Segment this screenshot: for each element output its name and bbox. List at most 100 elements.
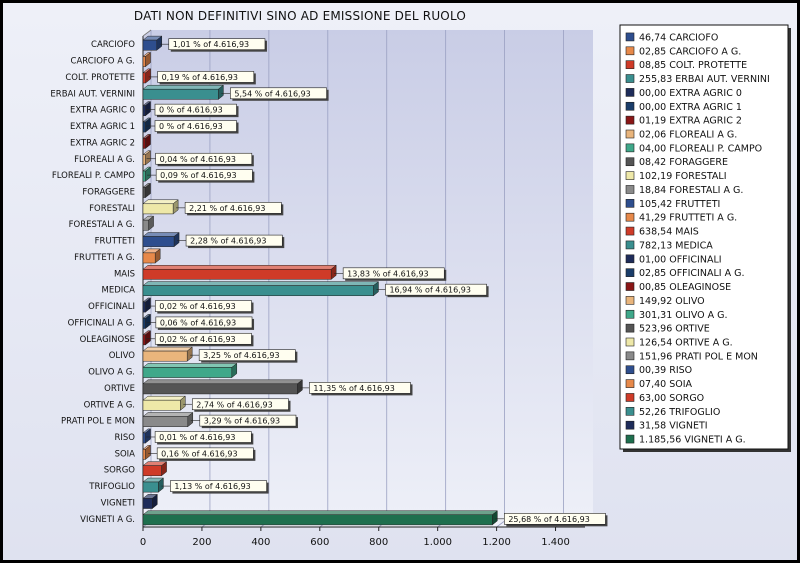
legend-swatch xyxy=(625,434,635,444)
legend-swatch xyxy=(625,379,635,388)
legend-entry: 02,85 CARCIOFO A G. xyxy=(639,46,741,57)
legend-swatch xyxy=(625,240,635,250)
legend-entry: 782,13 MEDICA xyxy=(639,240,713,251)
data-label-box xyxy=(155,169,253,181)
data-label: 0 % of 4.616,93 xyxy=(159,122,223,131)
legend-swatch xyxy=(625,323,635,333)
legend-entry: 102,19 FORESTALI xyxy=(639,171,727,182)
category-label: OFFICINALI A G. xyxy=(68,318,135,328)
data-label-box xyxy=(155,316,253,329)
x-tick-label: 1.000 xyxy=(423,537,452,548)
data-label-box xyxy=(157,71,255,83)
legend-entry: 63,00 SORGO xyxy=(639,393,704,404)
bar-top xyxy=(142,363,238,368)
bar xyxy=(142,416,189,427)
legend-entry: 41,29 FRUTTETI A G. xyxy=(639,213,737,224)
bar xyxy=(142,268,332,280)
legend-entry: 18,84 FORESTALI A G. xyxy=(639,185,743,196)
bar-top xyxy=(142,281,380,286)
bar xyxy=(142,367,233,378)
data-label: 0,04 % of 4.616,93 xyxy=(160,155,236,164)
legend-swatch xyxy=(625,157,635,167)
bar-top xyxy=(142,199,179,205)
bar xyxy=(142,318,146,329)
data-label: 13,83 % of 4.616,93 xyxy=(347,269,428,278)
bar xyxy=(142,383,298,395)
data-label-box xyxy=(184,202,282,214)
data-label: 0,16 % of 4.616,93 xyxy=(161,449,237,458)
bar xyxy=(142,432,146,444)
category-label: OFFICINALI xyxy=(88,302,135,312)
legend-swatch xyxy=(625,32,635,42)
data-label-box xyxy=(168,38,266,50)
data-label-box xyxy=(154,120,237,132)
data-label: 0 % of 4.616,93 xyxy=(159,106,223,115)
legend-entry: 31,58 VIGNETI xyxy=(639,421,708,432)
bar xyxy=(142,449,146,460)
legend-entry: 105,42 FRUTTETI xyxy=(639,199,720,210)
data-label: 3,29 % of 4.616,93 xyxy=(204,417,280,426)
bar-top xyxy=(142,264,337,270)
data-label-box xyxy=(155,152,253,165)
legend-entry: 02,85 OFFICINALI A G. xyxy=(639,268,744,279)
data-label: 0,01 % of 4.616,93 xyxy=(159,433,235,442)
legend-entry: 1.185,56 VIGNETI A G. xyxy=(639,435,746,446)
data-label-box xyxy=(198,349,296,361)
legend-swatch xyxy=(625,296,635,305)
bar xyxy=(142,170,146,182)
legend-swatch xyxy=(625,365,635,375)
category-label: FORAGGERE xyxy=(82,187,135,197)
data-label-box xyxy=(191,398,289,411)
category-label: FLOREALI A G. xyxy=(74,155,135,165)
legend-entry: 126,54 ORTIVE A G. xyxy=(639,338,733,349)
legend-swatch xyxy=(625,46,635,56)
bar xyxy=(142,514,493,526)
category-label: MEDICA xyxy=(101,286,135,296)
legend-entry: 02,06 FLOREALI A G. xyxy=(639,130,737,141)
category-label: EXTRA AGRIC 0 xyxy=(70,106,135,116)
data-label-box xyxy=(154,103,237,116)
category-label: FRUTTETI A G. xyxy=(74,253,135,263)
legend-entry: 00,00 EXTRA AGRIC 1 xyxy=(639,102,742,113)
data-label-box xyxy=(170,480,267,492)
axis-depth xyxy=(142,29,152,37)
category-label: RISO xyxy=(115,433,136,443)
legend-swatch xyxy=(625,420,635,430)
legend-swatch xyxy=(625,337,635,347)
chart-title: DATI NON DEFINITIVI SINO AD EMISSIONE DE… xyxy=(133,9,467,23)
x-tick-label: 600 xyxy=(310,537,329,548)
x-tick-label: 400 xyxy=(251,537,270,548)
x-tick-label: 800 xyxy=(369,537,388,548)
bar-top xyxy=(142,395,186,401)
bar xyxy=(142,252,156,264)
legend-entry: 151,96 PRATI POL E MON xyxy=(639,351,758,362)
legend-entry: 301,31 OLIVO A G. xyxy=(639,310,728,321)
legend-swatch xyxy=(625,226,635,236)
bar xyxy=(142,121,146,133)
data-label: 0,06 % of 4.616,93 xyxy=(160,318,236,327)
data-label: 2,74 % of 4.616,93 xyxy=(196,400,272,409)
x-tick-label: 0 xyxy=(140,537,146,548)
legend-swatch xyxy=(625,407,635,416)
category-label: EXTRA AGRIC 2 xyxy=(70,138,135,148)
data-label: 5,54 % of 4.616,93 xyxy=(234,89,310,98)
category-label: COLT. PROTETTE xyxy=(65,73,135,83)
category-label: FLOREALI P. CAMPO xyxy=(52,171,135,181)
legend-swatch xyxy=(625,309,635,319)
x-tick-label: 1.200 xyxy=(482,537,511,548)
bar xyxy=(142,154,146,166)
bar xyxy=(142,138,146,149)
data-label: 0,19 % of 4.616,93 xyxy=(162,73,238,82)
bar-top xyxy=(142,379,304,385)
bar xyxy=(142,285,374,297)
bar-top xyxy=(142,346,193,352)
legend-swatch xyxy=(625,129,635,139)
legend-swatch xyxy=(625,185,635,194)
legend-entry: 149,92 OLIVO xyxy=(639,296,705,307)
data-label: 25,68 % of 4.616,93 xyxy=(508,515,589,524)
data-label-box xyxy=(154,300,252,312)
category-label: MAIS xyxy=(114,269,135,279)
data-label: 2,21 % of 4.616,93 xyxy=(189,204,265,213)
